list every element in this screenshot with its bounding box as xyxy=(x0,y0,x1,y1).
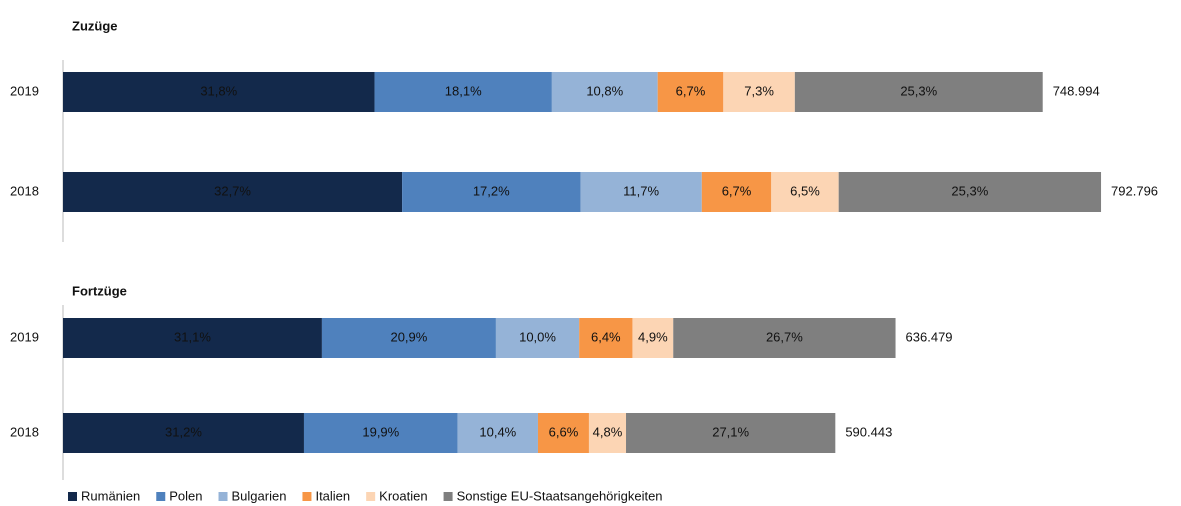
data-label: 27,1% xyxy=(712,424,749,439)
y-tick-label: 2018 xyxy=(10,183,39,198)
legend-swatch xyxy=(156,492,166,501)
bar-segment xyxy=(626,413,836,453)
panel-title: Zuzüge xyxy=(72,18,118,33)
data-label: 19,9% xyxy=(362,424,399,439)
legend-swatch xyxy=(302,492,312,501)
bar-segment xyxy=(771,172,839,212)
data-label: 10,0% xyxy=(519,329,556,344)
legend-swatch xyxy=(366,492,376,501)
bar-segment xyxy=(495,318,580,358)
bar-segment xyxy=(580,172,702,212)
data-label: 11,7% xyxy=(623,183,659,198)
bar-segment xyxy=(673,318,896,358)
bar-segment xyxy=(579,318,633,358)
data-label: 18,1% xyxy=(445,83,482,98)
bar-segment xyxy=(838,172,1102,212)
bar-segment xyxy=(537,413,589,453)
y-tick-label: 2019 xyxy=(10,329,39,344)
data-label: 6,4% xyxy=(591,329,621,344)
legend-label: Bulgarien xyxy=(232,488,287,503)
bar-segment xyxy=(701,172,772,212)
bar-segment xyxy=(63,318,322,358)
data-label: 26,7% xyxy=(766,329,803,344)
bar-segment xyxy=(63,72,375,112)
data-label: 31,1% xyxy=(174,329,211,344)
panel-title: Fortzüge xyxy=(72,283,127,298)
data-label: 6,5% xyxy=(790,183,820,198)
data-label: 25,3% xyxy=(951,183,988,198)
total-label: 590.443 xyxy=(845,424,892,439)
data-label: 4,9% xyxy=(638,329,668,344)
data-label: 17,2% xyxy=(473,183,510,198)
legend-label: Sonstige EU-Staatsangehörigkeiten xyxy=(457,488,663,503)
y-tick-label: 2019 xyxy=(10,83,39,98)
y-tick-label: 2018 xyxy=(10,424,39,439)
total-label: 748.994 xyxy=(1053,83,1100,98)
data-label: 10,8% xyxy=(586,83,623,98)
data-label: 20,9% xyxy=(390,329,427,344)
bar-segment xyxy=(402,172,581,212)
bar-segment xyxy=(794,72,1043,112)
legend-swatch xyxy=(443,492,453,501)
bar-segment xyxy=(321,318,496,358)
data-label: 32,7% xyxy=(214,183,251,198)
total-label: 636.479 xyxy=(906,329,953,344)
bar-segment xyxy=(63,413,304,453)
data-label: 6,6% xyxy=(549,424,579,439)
bar-segment xyxy=(551,72,658,112)
data-label: 10,4% xyxy=(479,424,516,439)
bar-segment xyxy=(374,72,552,112)
data-label: 7,3% xyxy=(744,83,774,98)
legend-swatch xyxy=(218,492,228,501)
data-label: 31,8% xyxy=(200,83,237,98)
bar-segment xyxy=(723,72,795,112)
data-label: 25,3% xyxy=(900,83,937,98)
bar-segment xyxy=(588,413,627,453)
legend-label: Rumänien xyxy=(81,488,140,503)
legend-label: Italien xyxy=(315,488,350,503)
bar-segment xyxy=(63,172,403,212)
legend-label: Kroatien xyxy=(379,488,427,503)
data-label: 31,2% xyxy=(165,424,202,439)
bar-segment xyxy=(457,413,538,453)
data-label: 6,7% xyxy=(722,183,752,198)
data-label: 4,8% xyxy=(593,424,623,439)
total-label: 792.796 xyxy=(1111,183,1158,198)
data-label: 6,7% xyxy=(676,83,706,98)
legend-swatch xyxy=(68,492,77,501)
bar-segment xyxy=(657,72,724,112)
legend-label: Polen xyxy=(169,488,202,503)
bar-segment xyxy=(303,413,458,453)
bar-segment xyxy=(632,318,674,358)
